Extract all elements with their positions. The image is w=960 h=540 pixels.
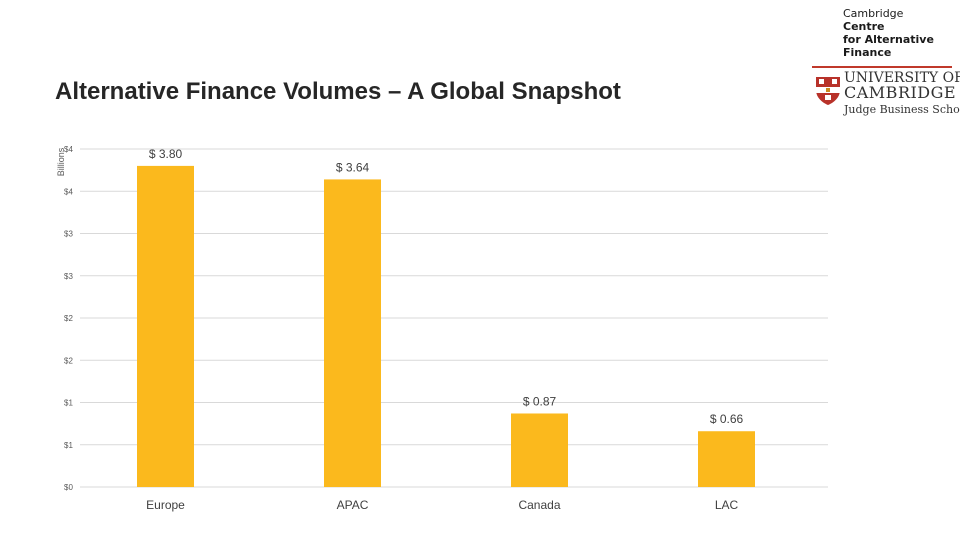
bar: [698, 431, 755, 487]
bar: [324, 179, 381, 488]
y-axis-label: Billions: [56, 147, 66, 176]
ccaf-logo: Cambridge Centre for Alternative Finance: [843, 7, 953, 59]
university-name-line1: UNIVERSITY OF: [844, 70, 960, 86]
y-tick-label: $1: [64, 399, 73, 408]
y-tick-label: $4: [64, 145, 73, 154]
ccaf-logo-line: for Alternative: [843, 33, 934, 46]
x-tick-label: APAC: [337, 498, 369, 512]
judge-business-school-text: Judge Business School: [844, 103, 960, 116]
y-tick-label: $0: [64, 483, 73, 492]
y-tick-label: $2: [64, 314, 73, 323]
cambridge-crest-icon: [816, 77, 840, 105]
ccaf-logo-line: Centre: [843, 20, 885, 33]
x-tick-label: LAC: [715, 498, 739, 512]
data-label: $ 0.66: [710, 412, 744, 426]
y-tick-label: $4: [64, 187, 73, 196]
ccaf-logo-line: Finance: [843, 46, 892, 59]
y-tick-label: $3: [64, 230, 73, 239]
data-label: $ 3.80: [149, 147, 183, 161]
y-tick-label: $2: [64, 356, 73, 365]
x-tick-label: Europe: [146, 498, 185, 512]
bar: [137, 165, 194, 487]
y-tick-label: $3: [64, 272, 73, 281]
university-name-line2: CAMBRIDGE: [844, 83, 957, 102]
data-label: $ 0.87: [523, 394, 557, 408]
chart-title: Alternative Finance Volumes – A Global S…: [55, 78, 621, 105]
ccaf-logo-line: Cambridge: [843, 7, 904, 20]
university-of-cambridge-logo: UNIVERSITY OF CAMBRIDGE Judge Business S…: [812, 66, 960, 122]
bar: [511, 413, 568, 487]
y-tick-label: $1: [64, 441, 73, 450]
data-label: $ 3.64: [336, 160, 370, 174]
logo-divider: [812, 66, 952, 68]
x-tick-label: Canada: [518, 498, 560, 512]
